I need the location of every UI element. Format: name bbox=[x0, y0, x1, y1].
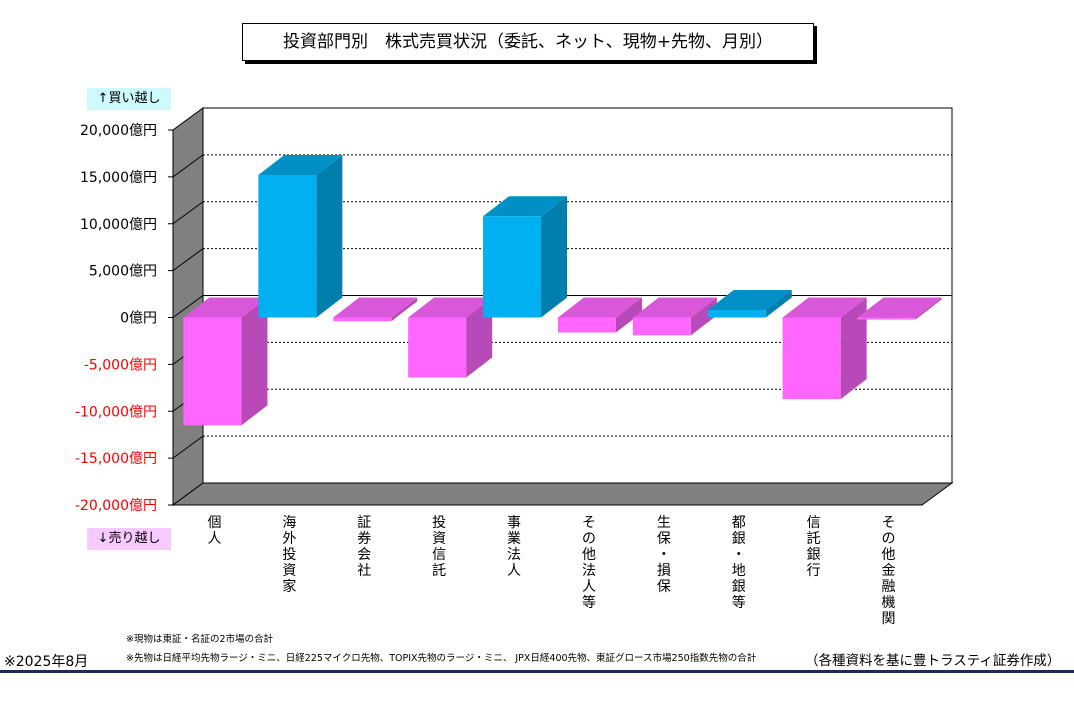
y-tick-label: -10,000億円 bbox=[75, 404, 157, 420]
y-tick-label: -15,000億円 bbox=[75, 451, 157, 467]
bar-top bbox=[857, 297, 942, 318]
x-category-label: 証券会社 bbox=[357, 515, 371, 579]
gridline-diagonal bbox=[172, 201, 204, 225]
buy-label: ↑買い越し bbox=[87, 88, 171, 110]
bar-top bbox=[632, 297, 717, 318]
bar bbox=[183, 317, 242, 426]
bar-chart: 20,000億円 15,000億円 10,000億円 5,000億円 0億円 -5,000… bbox=[75, 107, 954, 627]
sell-label: ↓売り越し bbox=[87, 528, 171, 550]
bar-top bbox=[333, 297, 418, 318]
y-tick-label: 10,000億円 bbox=[80, 217, 157, 233]
bar bbox=[333, 317, 392, 322]
bottom-rule bbox=[0, 670, 1074, 673]
chart-title: 投資部門別 株式売買状況（委託、ネット、現物+先物、月別） bbox=[242, 23, 814, 61]
y-tick-label: 0億円 bbox=[120, 311, 157, 327]
x-category-label: 海外投資家 bbox=[282, 515, 296, 595]
bar-top bbox=[258, 155, 343, 175]
bar bbox=[557, 317, 616, 333]
note-spot: ※現物は東証・名証の2市場の合計 bbox=[126, 634, 274, 645]
x-category-label: 投資信託 bbox=[432, 515, 446, 579]
x-category-label: 都銀・地銀等 bbox=[732, 515, 746, 611]
bar-side bbox=[541, 196, 568, 318]
bar-side bbox=[765, 290, 792, 318]
bar-top bbox=[557, 297, 642, 318]
bar bbox=[857, 317, 916, 320]
bar bbox=[632, 317, 691, 336]
y-tick-label: 20,000億円 bbox=[80, 123, 157, 139]
gridline-diagonal bbox=[172, 435, 204, 459]
gridline-diagonal bbox=[172, 154, 204, 178]
bar bbox=[782, 317, 841, 400]
x-category-label: その他法人等 bbox=[582, 515, 596, 611]
y-tick-label: 5,000億円 bbox=[89, 264, 157, 280]
bar-top bbox=[707, 290, 792, 310]
y-tick-label: -20,000億円 bbox=[75, 498, 157, 514]
source-note: （各種資料を基に豊トラスティ証券作成） bbox=[805, 653, 1061, 669]
bar-side bbox=[615, 297, 642, 333]
x-category-label: その他金融機関 bbox=[882, 515, 896, 627]
bar bbox=[408, 317, 467, 378]
y-tick-label: 15,000億円 bbox=[80, 170, 157, 186]
gridline-diagonal bbox=[172, 295, 204, 318]
x-category-label: 信託銀行 bbox=[807, 515, 821, 579]
bar-top bbox=[183, 297, 268, 318]
x-category-label: 生保・損保 bbox=[657, 515, 671, 595]
floor bbox=[171, 482, 954, 506]
bar-side bbox=[241, 297, 268, 426]
bar bbox=[258, 175, 317, 318]
gridline-diagonal bbox=[172, 248, 204, 272]
x-category-label: 事業法人 bbox=[507, 515, 521, 579]
bar-side bbox=[915, 297, 942, 320]
bar-side bbox=[840, 297, 867, 400]
bar-side bbox=[391, 297, 418, 322]
bar-top bbox=[408, 297, 493, 318]
bar-side bbox=[316, 155, 343, 318]
bar bbox=[483, 216, 542, 318]
x-category-label: 個人 bbox=[207, 515, 221, 547]
bar-side bbox=[690, 297, 717, 336]
bar-top bbox=[483, 196, 568, 217]
bar bbox=[707, 310, 766, 318]
bar-top bbox=[782, 297, 867, 318]
report-date: ※2025年8月 bbox=[4, 654, 89, 670]
y-tick-label: -5,000億円 bbox=[84, 357, 157, 373]
note-futures: ※先物は日経平均先物ラージ・ミニ、日経225マイクロ先物、TOPIX先物のラージ… bbox=[126, 653, 757, 664]
